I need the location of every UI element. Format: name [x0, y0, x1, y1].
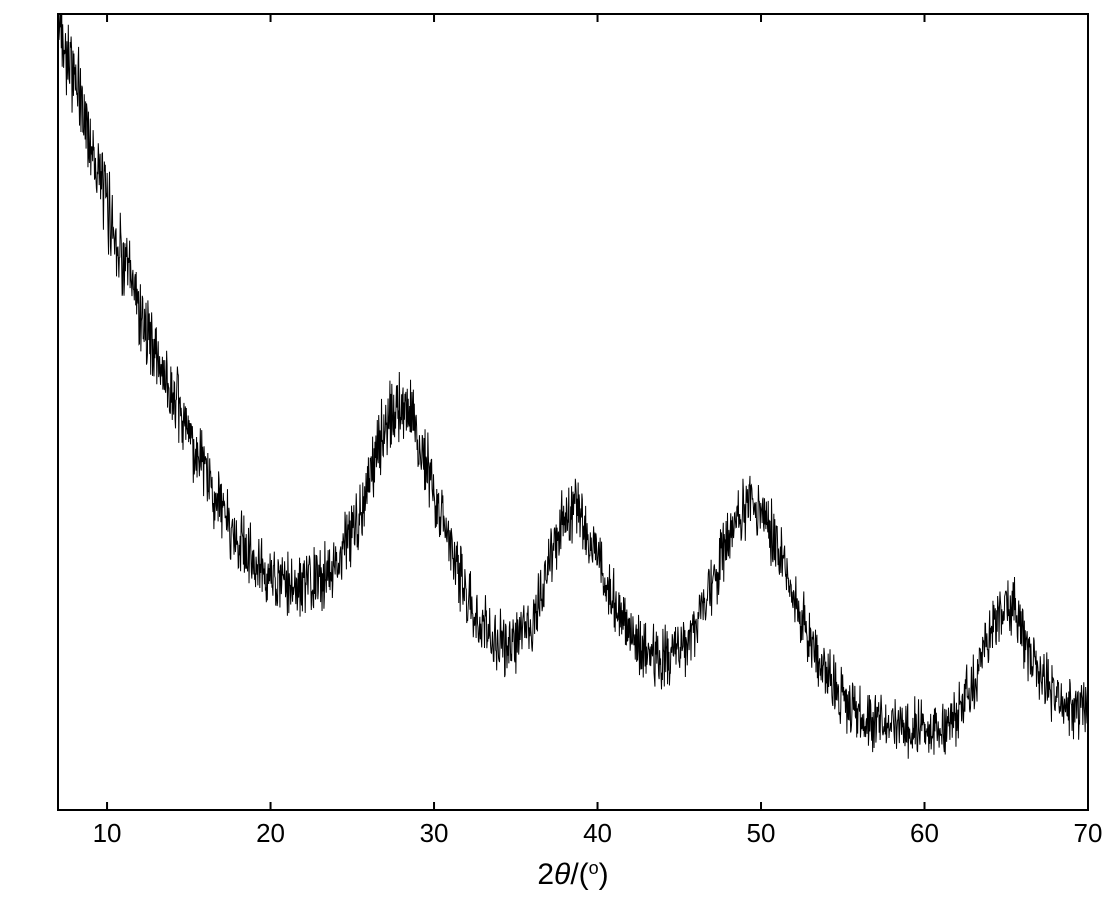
- x-tick-label: 60: [910, 818, 939, 848]
- xrd-trace: [58, 14, 1088, 759]
- x-axis-label: 2θ/(o): [537, 858, 608, 891]
- x-tick-label: 70: [1074, 818, 1103, 848]
- x-tick-label: 10: [93, 818, 122, 848]
- x-tick-label: 30: [420, 818, 449, 848]
- x-tick-label: 50: [747, 818, 776, 848]
- x-tick-label: 40: [583, 818, 612, 848]
- x-tick-label: 20: [256, 818, 285, 848]
- chart-svg: 10 20 30 40 50 60 70 2θ/(o): [0, 0, 1113, 915]
- xrd-chart: 10 20 30 40 50 60 70 2θ/(o): [0, 0, 1113, 915]
- plot-border: [58, 14, 1088, 810]
